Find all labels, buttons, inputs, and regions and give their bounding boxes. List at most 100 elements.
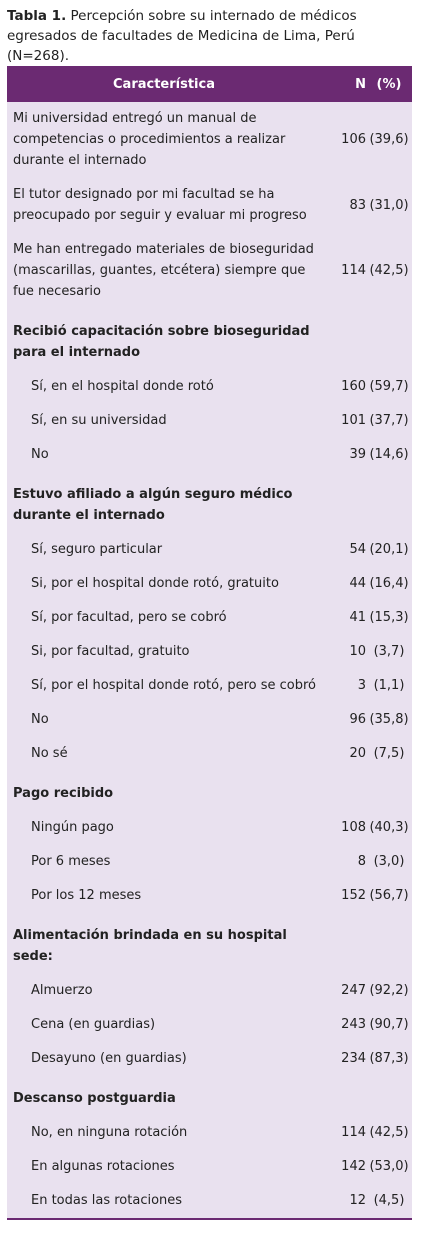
header-cell: N [321,66,366,102]
row-pct: (90,7) [369,1017,409,1032]
row-label: Por 6 meses [31,854,111,869]
row-n: 41 [349,610,366,625]
row-n: 114 [341,263,366,278]
section-row: Recibió capacitación sobre bioseguridad … [7,309,412,370]
row-n: 39 [349,447,366,462]
table-row: Si, por el hospital donde rotó, gratuito… [7,567,412,601]
row-pct: (53,0) [369,1159,409,1174]
row-n: 83 [349,197,366,213]
section-row: Pago recibido [7,771,412,811]
table-row: Almuerzo 247 (92,2) [7,974,412,1008]
row-n: 96 [349,712,366,727]
row-n: 44 [349,576,366,591]
table-row: No 96 (35,8) [7,703,412,737]
table-row: Ningún pago 108 (40,3) [7,811,412,845]
row-label: Sí, en el hospital donde rotó [31,379,214,394]
row-pct: (16,4) [369,576,409,591]
row-pct: (56,7) [369,888,409,903]
row-label: Si, por el hospital donde rotó, gratuito [31,576,279,591]
row-n: 152 [341,888,366,903]
row-pct: (42,5) [369,263,409,278]
row-label: Desayuno (en guardias) [31,1051,187,1066]
table-row: Sí, seguro particular 54 (20,1) [7,533,412,567]
row-pct: (37,7) [369,413,409,428]
row-n: 12 [349,1193,366,1208]
table-row: Sí, por el hospital donde rotó, pero se … [7,669,412,703]
row-pct: (15,3) [369,610,409,625]
row-n: 114 [341,1125,366,1140]
row-label: No sé [31,746,68,761]
row-n: 108 [341,820,366,835]
table-row: Mi universidad entregó un manual de comp… [7,102,412,178]
table-row: Me han entregado materiales de bioseguri… [7,233,412,309]
table-row: Sí, por facultad, pero se cobró 41 (15,3) [7,601,412,635]
row-pct: (14,6) [369,447,409,462]
row-pct: (92,2) [369,983,409,998]
row-pct: (39,6) [369,132,409,147]
row-pct: (1,1) [373,678,405,693]
row-n: 234 [341,1051,366,1066]
section-title: Descanso postguardia [13,1091,176,1106]
row-pct: (31,0) [369,197,409,213]
header-row: Característica N (%) [7,66,412,102]
row-label: En todas las rotaciones [31,1193,183,1208]
row-label: Cena (en guardias) [31,1017,156,1032]
row-n: 20 [349,746,366,761]
table-row: Por 6 meses 8 (3,0) [7,845,412,879]
table-row: Sí, en su universidad 101 (37,7) [7,404,412,438]
section-title: Estuvo afiliado a algún seguro médico du… [13,487,293,523]
row-n: 101 [341,413,366,428]
table-row: No, en ninguna rotación 114 (42,5) [7,1116,412,1150]
section-title: Alimentación brindada en su hospital sed… [13,928,287,964]
section-title: Pago recibido [13,786,114,801]
row-pct: (3,0) [373,854,405,869]
row-label: El tutor designado por mi facultad se ha… [13,187,307,223]
section-row: Estuvo afiliado a algún seguro médico du… [7,472,412,533]
table-row: Sí, en el hospital donde rotó 160 (59,7) [7,370,412,404]
row-label: Sí, seguro particular [31,542,163,557]
row-pct: (87,3) [369,1051,409,1066]
table-row: No sé 20 (7,5) [7,737,412,771]
table-row: Si, por facultad, gratuito 10 (3,7) [7,635,412,669]
row-label: Me han entregado materiales de bioseguri… [13,242,314,299]
row-pct: (42,5) [369,1125,409,1140]
caption-label: Tabla 1. [7,8,67,24]
row-label: No [31,712,49,727]
section-row: Descanso postguardia [7,1076,412,1116]
row-n: 160 [341,379,366,394]
section-title: Recibió capacitación sobre bioseguridad … [13,324,310,360]
caption: Tabla 1. Percepción sobre su internado d… [7,6,419,66]
row-label: No [31,447,49,462]
row-n: 8 [357,854,366,869]
header-cell: (%) [366,66,412,102]
caption-text: Percepción sobre su internado de médicos… [7,8,357,64]
table-row: En todas las rotaciones 12 (4,5) [7,1184,412,1219]
row-pct: (4,5) [373,1193,405,1208]
table: Característica N (%) Mi universidad entr… [7,66,412,1220]
section-row: Alimentación brindada en su hospital sed… [7,913,412,974]
row-n: 10 [349,644,366,659]
row-pct: (35,8) [369,712,409,727]
row-n: 54 [349,542,366,557]
header-cell: Característica [7,66,321,102]
row-label: No, en ninguna rotación [31,1125,188,1140]
row-label: Ningún pago [31,820,114,835]
row-pct: (7,5) [373,746,405,761]
table-row: En algunas rotaciones 142 (53,0) [7,1150,412,1184]
row-label: Almuerzo [31,983,93,998]
row-label: Sí, por el hospital donde rotó, pero se … [31,678,317,693]
row-n: 243 [341,1017,366,1032]
table-row: Desayuno (en guardias) 234 (87,3) [7,1042,412,1076]
row-n: 106 [341,132,366,147]
table-row: Por los 12 meses 152 (56,7) [7,879,412,913]
row-label: En algunas rotaciones [31,1159,175,1174]
row-pct: (59,7) [369,379,409,394]
row-pct: (3,7) [373,644,405,659]
row-label: Sí, en su universidad [31,413,167,428]
row-pct: (40,3) [369,820,409,835]
table-row: Cena (en guardias) 243 (90,7) [7,1008,412,1042]
row-label: Sí, por facultad, pero se cobró [31,610,227,625]
row-pct: (20,1) [369,542,409,557]
table-row: No 39 (14,6) [7,438,412,472]
